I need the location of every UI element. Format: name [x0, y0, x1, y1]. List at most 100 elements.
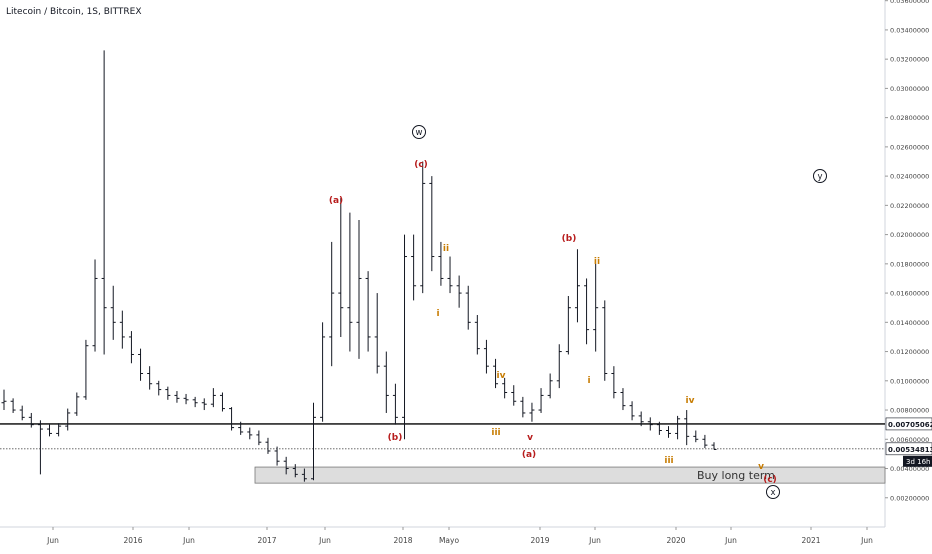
wave-label: iv: [497, 371, 506, 381]
x-tick-label: 2016: [123, 536, 142, 545]
ohlc-bar: [392, 383, 398, 425]
ohlc-bar: [192, 396, 198, 408]
y-tick-label: 0.00400000: [890, 465, 929, 473]
ohlc-bar: [629, 401, 635, 421]
ohlc-bar: [383, 351, 389, 413]
ohlc-bar: [356, 219, 362, 359]
ohlc-bar: [684, 410, 690, 446]
ohlc-bar: [174, 391, 180, 403]
ohlc-bar: [611, 366, 617, 399]
wave-label: (c): [414, 160, 428, 170]
ohlc-bar: [283, 456, 289, 475]
wave-label: (a): [329, 196, 343, 206]
ohlc-bar: [219, 392, 225, 412]
support-price-label: 0.00705062: [888, 421, 932, 429]
ohlc-bar: [28, 412, 34, 428]
countdown-bg: [903, 455, 932, 467]
wave-label: v: [527, 433, 533, 443]
ohlc-bar: [593, 263, 599, 352]
y-tick-label: 0.01200000: [890, 348, 929, 356]
wave-label: (a): [522, 450, 536, 460]
ohlc-bar: [37, 420, 43, 475]
ohlc-bar: [429, 176, 435, 272]
ohlc-bar: [483, 339, 489, 374]
wave-label: iii: [491, 428, 500, 438]
ohlc-bar: [10, 398, 16, 413]
ohlc-bar: [320, 322, 326, 422]
current-price-label-bg: [885, 442, 932, 456]
ohlc-bar: [138, 348, 144, 381]
y-tick-label: 0.03200000: [890, 56, 929, 64]
ohlc-bar: [511, 385, 517, 406]
x-tick-label: Jun: [860, 536, 873, 545]
ohlc-bar: [292, 464, 298, 478]
ohlc-bar: [156, 380, 162, 396]
ohlc-bar: [110, 285, 116, 340]
wave-label: y: [817, 172, 822, 182]
ohlc-bar: [92, 259, 98, 352]
x-tick-label: 2019: [530, 536, 549, 545]
ohlc-bar: [438, 241, 444, 286]
ohlc-bar: [347, 212, 353, 352]
wave-label: iii: [664, 456, 673, 466]
ohlc-bar: [256, 430, 262, 446]
y-tick-label: 0.00800000: [890, 407, 929, 415]
x-tick-label: 2018: [393, 536, 412, 545]
wave-label-circle: [813, 169, 827, 183]
y-tick-label: 0.01800000: [890, 260, 929, 268]
support-price-label-bg: [885, 417, 932, 431]
ohlc-bar: [374, 293, 380, 374]
x-tick-label: Jun: [724, 536, 737, 545]
x-tick-label: 2020: [666, 536, 685, 545]
ohlc-bar: [529, 402, 535, 422]
current-price-label: 0.00534813: [888, 446, 932, 454]
ohlc-bar: [411, 234, 417, 301]
ohlc-bar: [556, 344, 562, 389]
countdown-label: 3d 16h: [906, 458, 930, 466]
ohlc-bar: [675, 415, 681, 440]
y-tick-label: 0.03600000: [890, 0, 929, 5]
wave-label: i: [587, 376, 590, 386]
ohlc-bar: [265, 437, 271, 454]
y-tick-label: 0.02600000: [890, 143, 929, 151]
wave-label: (b): [562, 234, 577, 244]
ohlc-bar: [574, 249, 580, 323]
ohlc-bars: [1, 50, 717, 482]
ohlc-bar: [229, 407, 235, 431]
ohlc-bar: [647, 417, 653, 431]
ohlc-bar: [74, 392, 80, 416]
ohlc-bar: [693, 430, 699, 443]
wave-label: x: [770, 488, 775, 498]
ohlc-bar: [274, 446, 280, 466]
wave-label: v: [758, 462, 764, 472]
ohlc-bar: [310, 402, 316, 481]
ohlc-bar: [201, 398, 207, 411]
ohlc-bar: [119, 310, 125, 349]
buy-zone-label: Buy long term: [697, 469, 775, 482]
ohlc-bar: [165, 386, 171, 400]
wave-label: w: [416, 128, 423, 138]
ohlc-bar: [520, 396, 526, 418]
ohlc-bar: [620, 388, 626, 411]
x-tick-label: Jun: [182, 536, 195, 545]
ohlc-bar: [247, 427, 253, 440]
ohlc-bar: [329, 241, 335, 367]
ohlc-bar: [456, 275, 462, 308]
ohlc-bar: [493, 358, 499, 389]
ohlc-bar: [602, 300, 608, 381]
x-tick-label: Jun: [588, 536, 601, 545]
ohlc-bar: [83, 339, 89, 400]
ohlc-bar: [638, 411, 644, 427]
ohlc-bar: [238, 421, 244, 435]
ohlc-bar: [656, 421, 662, 435]
ohlc-bar: [502, 377, 508, 399]
wave-label: (c): [763, 475, 777, 485]
wave-label: iv: [686, 396, 695, 406]
y-tick-label: 0.00200000: [890, 494, 929, 502]
ohlc-bar: [711, 442, 717, 451]
x-tick-label: Jun: [46, 536, 59, 545]
ohlc-bar: [584, 278, 590, 345]
ohlc-bar: [147, 366, 153, 390]
